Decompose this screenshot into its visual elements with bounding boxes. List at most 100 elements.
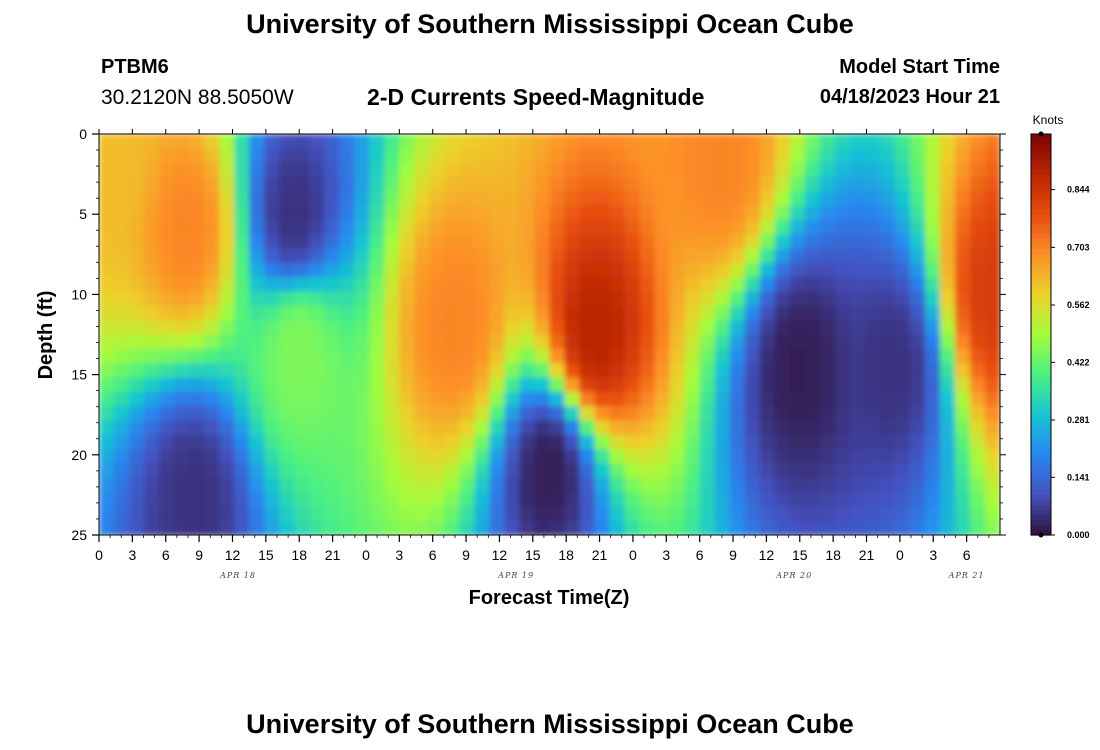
- heat-cell: [834, 520, 851, 535]
- heat-cell: [804, 363, 821, 379]
- heat-cell: [654, 219, 671, 236]
- heat-cell: [954, 434, 971, 450]
- heat-cell: [159, 506, 175, 522]
- heat-cell: [129, 377, 145, 393]
- heat-cell: [429, 234, 446, 250]
- heat-cell: [114, 520, 130, 535]
- heat-cell: [534, 148, 551, 164]
- heat-cell: [474, 134, 491, 150]
- heat-cell: [249, 334, 265, 350]
- heat-cell: [894, 219, 911, 236]
- heat-cell: [414, 463, 431, 479]
- heat-cell: [459, 248, 476, 264]
- heat-cell: [249, 262, 265, 279]
- heat-cell: [804, 134, 821, 150]
- heat-cell: [399, 492, 416, 508]
- heat-cell: [729, 420, 746, 436]
- heat-cell: [774, 305, 791, 321]
- heat-cell: [384, 334, 401, 350]
- heat-cell: [684, 148, 701, 164]
- heat-cell: [924, 463, 941, 479]
- heat-cell: [909, 520, 926, 535]
- heat-cell: [144, 363, 160, 379]
- heat-cell: [864, 134, 881, 150]
- heat-cell: [399, 391, 416, 407]
- heat-cell: [894, 348, 911, 364]
- heat-cell: [549, 520, 566, 535]
- heat-cell: [474, 248, 491, 264]
- heat-cell: [309, 520, 326, 535]
- heat-cell: [519, 334, 536, 350]
- heat-cell: [864, 348, 881, 364]
- heat-cell: [279, 477, 296, 493]
- heat-cell: [279, 134, 296, 150]
- heat-cell: [219, 520, 235, 535]
- heat-cell: [429, 391, 446, 407]
- heat-cell: [549, 406, 566, 422]
- heat-cell: [549, 492, 566, 508]
- heat-cell: [594, 348, 611, 364]
- heat-cell: [489, 406, 506, 422]
- heat-cell: [324, 449, 341, 465]
- heat-cell: [729, 506, 746, 522]
- heat-cell: [549, 449, 566, 465]
- heat-cell: [639, 492, 656, 508]
- heat-cell: [549, 377, 566, 393]
- heat-cell: [174, 377, 190, 393]
- heat-cell: [624, 377, 641, 393]
- heat-cell: [174, 477, 190, 493]
- heat-cell: [129, 334, 145, 350]
- heat-cell: [369, 291, 386, 307]
- heat-cell: [594, 191, 611, 207]
- heat-cell: [324, 377, 341, 393]
- heat-cell: [189, 391, 205, 407]
- heat-cell: [159, 377, 175, 393]
- heat-cell: [444, 377, 461, 393]
- heat-cell: [459, 262, 476, 279]
- heat-cell: [369, 277, 386, 293]
- heat-cell: [159, 391, 175, 407]
- heat-cell: [849, 492, 866, 508]
- heat-cell: [624, 291, 641, 307]
- heat-cell: [339, 262, 356, 279]
- heat-cell: [219, 176, 235, 193]
- heat-cell: [684, 363, 701, 379]
- heat-cell: [444, 520, 461, 535]
- heat-cell: [939, 219, 956, 236]
- heat-cell: [129, 420, 145, 436]
- heat-cell: [459, 334, 476, 350]
- heat-cell: [969, 291, 986, 307]
- heat-cell: [294, 148, 311, 164]
- heat-cell: [774, 449, 791, 465]
- heat-cell: [939, 463, 956, 479]
- heat-cell: [579, 406, 596, 422]
- heat-cell: [939, 191, 956, 207]
- heat-cell: [534, 449, 551, 465]
- colorbar-tick-label: 0.000: [1067, 530, 1090, 540]
- heat-cell: [279, 148, 296, 164]
- heat-cell: [774, 492, 791, 508]
- heat-cell: [504, 277, 521, 293]
- heat-cell: [144, 520, 160, 535]
- heat-cell: [789, 162, 806, 178]
- heat-cell: [669, 463, 686, 479]
- heat-cell: [564, 191, 581, 207]
- heat-cell: [714, 363, 731, 379]
- colorbar-title: Knots: [1033, 113, 1064, 127]
- heat-cell: [804, 406, 821, 422]
- heat-cell: [309, 506, 326, 522]
- heat-cell: [744, 176, 761, 193]
- heat-cell: [459, 291, 476, 307]
- heat-cell: [114, 176, 130, 193]
- heat-cell: [774, 219, 791, 236]
- heat-cell: [939, 477, 956, 493]
- heat-cell: [249, 492, 265, 508]
- heat-cell: [324, 334, 341, 350]
- heat-cell: [489, 320, 506, 336]
- heat-cell: [984, 305, 1000, 321]
- heat-cell: [519, 506, 536, 522]
- heat-cell: [504, 406, 521, 422]
- heat-cell: [324, 492, 341, 508]
- heat-cell: [594, 391, 611, 407]
- heat-cell: [549, 134, 566, 150]
